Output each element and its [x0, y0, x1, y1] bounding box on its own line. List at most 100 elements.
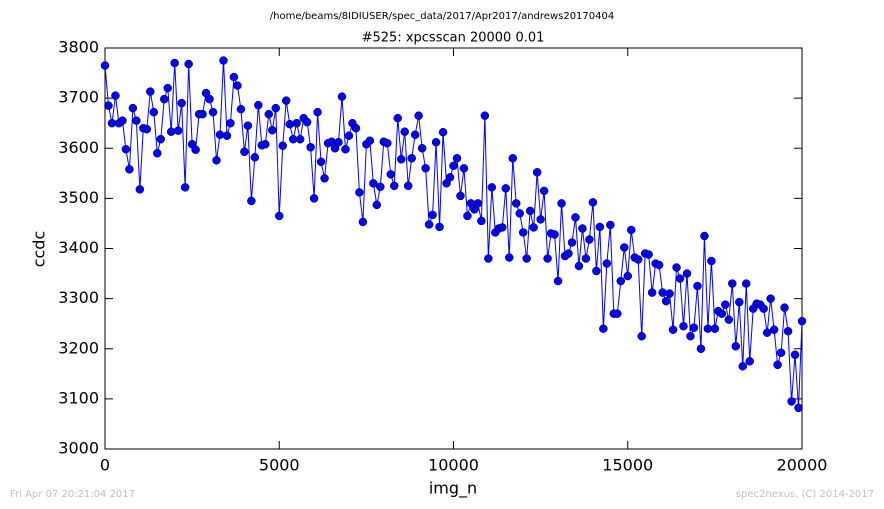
data-point: [180, 183, 190, 192]
data-point: [616, 276, 626, 286]
data-point: [281, 96, 291, 105]
data-point: [668, 325, 678, 334]
x-axis-label: img_n: [429, 479, 477, 499]
data-point: [675, 274, 685, 283]
data-point: [264, 109, 274, 119]
data-point: [358, 217, 368, 227]
data-point: [118, 116, 127, 125]
data-point: [153, 149, 162, 158]
data-point: [121, 145, 131, 154]
y-tick-label: 3200: [58, 338, 99, 357]
data-point: [724, 315, 734, 324]
data-point: [707, 256, 716, 266]
data-point: [766, 294, 775, 303]
data-point: [163, 83, 172, 93]
data-point: [735, 297, 744, 307]
data-point: [184, 59, 193, 69]
data-point: [407, 154, 416, 163]
data-point: [585, 235, 594, 244]
data-point: [414, 111, 423, 120]
data-point: [647, 288, 657, 297]
suptitle: /home/beams/8IDIUSER/spec_data/2017/Apr2…: [270, 11, 614, 22]
data-point: [626, 225, 636, 235]
y-axis-label: ccdc: [30, 231, 49, 268]
data-point: [240, 147, 249, 157]
data-point: [275, 211, 284, 221]
data-point: [191, 145, 200, 155]
data-point: [592, 266, 601, 276]
data-point: [682, 269, 692, 278]
data-point: [365, 136, 375, 145]
data-point: [773, 360, 782, 370]
data-point: [731, 341, 741, 351]
data-point: [292, 118, 301, 128]
data-point: [341, 145, 350, 154]
data-point: [205, 94, 214, 104]
data-point: [710, 324, 720, 333]
data-point: [741, 279, 751, 288]
data-point: [396, 155, 406, 164]
data-point: [797, 316, 807, 326]
data-point: [581, 254, 591, 263]
data-point: [212, 156, 221, 165]
data-point: [794, 403, 803, 413]
data-point: [376, 182, 385, 192]
data-point: [484, 254, 493, 263]
data-point: [111, 91, 120, 100]
data-point: [170, 58, 179, 68]
data-point: [661, 296, 671, 306]
data-point: [717, 309, 727, 318]
data-point: [459, 164, 469, 173]
data-point: [633, 255, 643, 264]
y-tick-label: 3100: [58, 388, 99, 407]
data-point: [309, 194, 319, 203]
footer-right: spec2nexus, (C) 2014-2017: [736, 489, 874, 500]
data-point: [637, 331, 646, 341]
data-point: [285, 119, 294, 129]
data-point: [410, 130, 420, 139]
data-point: [508, 154, 517, 163]
data-point: [222, 131, 232, 140]
data-point: [738, 362, 748, 371]
data-point: [658, 288, 667, 297]
data-point: [721, 300, 730, 309]
data-point: [452, 154, 462, 163]
data-point: [295, 134, 305, 144]
data-point: [532, 168, 542, 177]
data-point: [769, 325, 779, 334]
data-point: [679, 321, 688, 331]
data-point: [501, 184, 511, 193]
data-point: [233, 81, 242, 90]
data-point: [261, 139, 270, 149]
data-point: [539, 186, 549, 196]
data-point: [613, 309, 622, 318]
data-point: [166, 127, 176, 136]
data-point: [620, 243, 629, 252]
data-point: [355, 188, 364, 197]
data-point: [386, 170, 396, 179]
data-point: [226, 118, 235, 128]
data-point: [686, 331, 695, 341]
data-point: [445, 173, 455, 182]
data-point: [654, 260, 664, 270]
data-point: [529, 223, 538, 232]
data-point: [250, 153, 260, 162]
data-point: [198, 109, 207, 119]
data-point: [271, 103, 281, 113]
x-tick-label: 20000: [777, 456, 828, 475]
data-point: [693, 281, 702, 291]
data-point: [505, 253, 514, 262]
data-point: [595, 222, 605, 232]
data-point: [159, 94, 169, 104]
data-point: [783, 326, 793, 336]
data-point: [564, 249, 573, 258]
data-point: [400, 127, 409, 136]
data-point: [700, 231, 709, 241]
y-tick-label: 3300: [58, 288, 99, 307]
data-point: [268, 125, 277, 135]
data-point: [306, 142, 315, 152]
data-point: [557, 199, 566, 208]
data-point: [438, 127, 448, 137]
